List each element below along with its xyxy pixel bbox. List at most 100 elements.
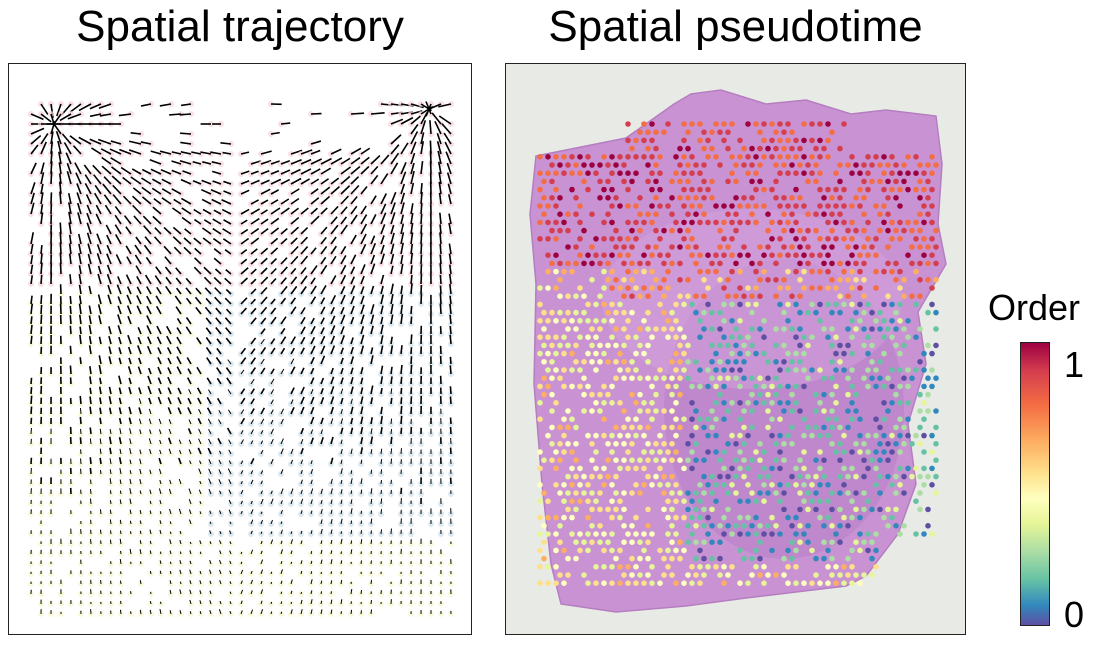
trajectory-arrow — [436, 133, 442, 145]
pseudotime-spot — [625, 285, 631, 291]
trajectory-arrow — [448, 213, 452, 225]
trajectory-arrow — [280, 448, 284, 455]
trajectory-arrow — [449, 284, 452, 295]
pseudotime-spot — [541, 375, 547, 382]
pseudotime-spot — [633, 137, 639, 144]
trajectory-arrow — [350, 367, 354, 375]
trajectory-arrow — [127, 346, 132, 355]
trajectory-arrow — [148, 397, 152, 405]
pseudotime-spot — [853, 441, 859, 447]
pseudotime-spot — [665, 203, 671, 209]
trajectory-arrow — [129, 498, 132, 505]
pseudotime-spot — [645, 408, 651, 414]
pseudotime-spot — [817, 236, 823, 242]
trajectory-arrow — [300, 489, 303, 495]
trajectory-arrow — [129, 509, 132, 515]
pseudotime-spot — [777, 498, 783, 505]
pseudotime-spot — [709, 309, 715, 316]
trajectory-arrow — [188, 519, 192, 525]
pseudotime-spot — [929, 482, 935, 488]
pseudotime-spot — [917, 441, 923, 447]
pseudotime-spot — [853, 473, 859, 480]
trajectory-arrow — [139, 609, 142, 615]
trajectory-arrow — [340, 185, 351, 195]
trajectory-arrow — [370, 242, 377, 255]
pseudotime-spot — [729, 252, 735, 258]
pseudotime-spot — [769, 482, 775, 488]
pseudotime-spot — [881, 416, 887, 423]
trajectory-arrow — [400, 202, 405, 215]
pseudotime-spot — [641, 268, 647, 275]
pseudotime-spot — [773, 441, 779, 447]
trajectory-arrow — [330, 186, 340, 195]
trajectory-arrow — [149, 609, 152, 615]
pseudotime-spot — [793, 301, 799, 308]
trajectory-arrow — [180, 103, 192, 107]
pseudotime-spot — [645, 244, 651, 250]
trajectory-arrow — [218, 609, 222, 615]
pseudotime-spot — [553, 154, 559, 160]
pseudotime-spot — [681, 514, 687, 521]
trajectory-arrow — [40, 212, 44, 225]
pseudotime-spot — [905, 367, 911, 373]
pseudotime-spot — [737, 432, 743, 439]
pseudotime-spot — [737, 498, 743, 505]
pseudotime-spot — [889, 170, 895, 176]
trajectory-arrow — [400, 171, 407, 185]
trajectory-arrow — [240, 551, 243, 555]
pseudotime-spot — [677, 195, 683, 201]
pseudotime-spot — [909, 473, 915, 480]
pseudotime-spot — [685, 457, 691, 464]
trajectory-arrow — [30, 275, 34, 285]
pseudotime-spot — [825, 301, 831, 308]
pseudotime-spot — [857, 432, 863, 439]
trajectory-arrow — [390, 303, 394, 315]
trajectory-arrow — [85, 194, 92, 205]
trajectory-arrow — [216, 397, 222, 405]
pseudotime-spot — [673, 416, 679, 423]
pseudotime-spot — [845, 473, 851, 480]
trajectory-arrow — [30, 255, 34, 265]
trajectory-arrow — [250, 258, 258, 265]
pseudotime-spot — [609, 219, 615, 226]
pseudotime-spot — [721, 301, 727, 308]
trajectory-arrow — [410, 115, 421, 125]
pseudotime-spot — [649, 334, 655, 341]
pseudotime-spot — [917, 424, 923, 431]
pseudotime-spot — [621, 277, 627, 283]
pseudotime-spot — [901, 441, 907, 447]
trajectory-arrow — [350, 254, 357, 265]
trajectory-arrow — [129, 459, 132, 465]
trajectory-arrow — [188, 439, 192, 445]
trajectory-arrow — [199, 570, 202, 575]
pseudotime-spot — [809, 137, 815, 144]
pseudotime-spot — [577, 318, 583, 324]
trajectory-arrow — [270, 378, 275, 385]
trajectory-arrow — [280, 228, 288, 235]
trajectory-arrow — [108, 396, 112, 405]
trajectory-arrow — [449, 334, 452, 345]
pseudotime-spot — [773, 162, 779, 168]
trajectory-arrow — [380, 335, 384, 345]
pseudotime-spot — [573, 162, 579, 168]
pseudotime-spot — [713, 498, 719, 505]
trajectory-arrow — [380, 324, 384, 335]
pseudotime-spot — [753, 154, 759, 160]
pseudotime-spot — [841, 203, 847, 209]
pseudotime-spot — [809, 367, 815, 373]
trajectory-arrow — [89, 387, 92, 395]
trajectory-arrow — [370, 609, 373, 615]
trajectory-arrow — [117, 325, 122, 335]
pseudotime-spot — [669, 490, 675, 496]
trajectory-arrow — [260, 480, 263, 485]
trajectory-arrow — [98, 315, 102, 325]
pseudotime-spot — [653, 473, 659, 480]
trajectory-arrow — [220, 142, 232, 145]
trajectory-arrow — [188, 509, 192, 515]
pseudotime-spot — [761, 334, 767, 341]
trajectory-arrow — [320, 245, 328, 255]
trajectory-arrow — [167, 407, 172, 415]
trajectory-arrow — [193, 266, 202, 275]
trajectory-arrow — [260, 418, 265, 425]
trajectory-arrow — [88, 285, 92, 295]
